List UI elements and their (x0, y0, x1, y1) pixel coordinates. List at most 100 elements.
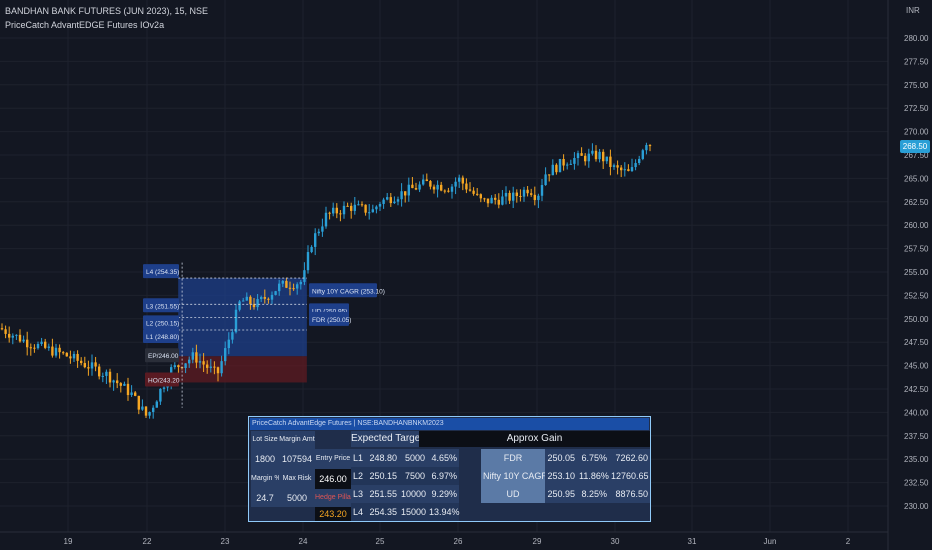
candle-body (404, 191, 407, 196)
target-gain: 10000 (399, 485, 427, 503)
target-price: 254.35 (365, 503, 399, 521)
last-price-tag: 268.50 (900, 140, 930, 153)
candle-body (396, 199, 400, 202)
target-nifty-label: Nifty 10Y CAGR (253.10) (312, 288, 385, 295)
candle-body (569, 163, 572, 165)
candle-body (260, 297, 263, 300)
candle-body (202, 361, 205, 365)
benchmark-pct: 11.86% (577, 467, 609, 485)
price-tick-label: 252.50 (904, 291, 929, 300)
lot-size-label: Lot Size (251, 431, 279, 449)
target-level: L3 (351, 485, 365, 503)
candle-body (364, 204, 367, 213)
benchmark-pct: 6.75% (577, 449, 609, 467)
target-gain: 15000 (399, 503, 427, 521)
candle-body (645, 145, 648, 151)
price-tick-label: 267.50 (904, 151, 929, 160)
candle-body (436, 184, 439, 190)
candle-body (281, 280, 284, 284)
candle-body (342, 205, 346, 215)
benchmark-price: 250.95 (545, 485, 577, 503)
candle-body (94, 362, 97, 367)
candle-body (296, 284, 299, 289)
candle-body (314, 233, 317, 247)
candle-body (26, 339, 29, 348)
candle-body (292, 288, 295, 290)
candle-body (360, 204, 364, 206)
candle-body (119, 383, 122, 386)
candle-body (40, 341, 43, 344)
candle-body (36, 343, 40, 349)
candle-body (105, 371, 108, 376)
benchmark-price: 250.05 (545, 449, 577, 467)
candle-body (18, 334, 22, 342)
max-risk-value: 5000 (279, 489, 315, 507)
candle-body (562, 158, 565, 166)
candle-body (494, 197, 497, 200)
candle-body (227, 339, 230, 349)
price-tick-label: 265.00 (904, 174, 929, 183)
candle-body (616, 165, 619, 168)
panel-title: PriceCatch AdvantEdge Futures | NSE:BAND… (250, 418, 649, 430)
candle-body (303, 270, 306, 282)
price-tick-label: 235.00 (904, 455, 929, 464)
level-l3-label-bg (143, 298, 179, 313)
candle-body (638, 158, 641, 164)
candle-body (270, 294, 274, 300)
candle-body (641, 150, 644, 159)
candle-body (512, 192, 515, 201)
candle-body (198, 361, 202, 363)
candle-body (87, 367, 90, 369)
candle-body (382, 199, 385, 204)
candle-body (152, 407, 155, 413)
target-level: L1 (351, 449, 365, 467)
margin-amt-value: 107594 (279, 449, 315, 469)
candle-body (231, 332, 234, 340)
price-axis[interactable]: 280.00 277.50 275.00 272.50 270.00 267.50 265.… (904, 34, 929, 511)
candle-body (130, 392, 133, 396)
candle-body (220, 361, 223, 374)
candle-body (479, 194, 482, 199)
candle-body (98, 366, 101, 377)
target-fdr-label: FDR (250.05) (312, 317, 351, 324)
candle-body (504, 192, 508, 197)
time-axis[interactable]: 19 22 23 24 25 26 29 30 31 Jun 2 (64, 537, 851, 546)
entry-price-label: EP/246.00 (148, 353, 179, 360)
candle-body (155, 401, 158, 408)
candle-series (0, 142, 652, 419)
benchmark-gain: 7262.60 (609, 449, 650, 467)
candle-body (47, 346, 50, 348)
candle-body (447, 190, 450, 192)
candle-body (274, 291, 277, 295)
candle-body (609, 156, 612, 167)
candle-body (522, 189, 526, 197)
entry-price-label: Entry Price (315, 449, 351, 469)
benchmark-pct: 8.25% (577, 485, 609, 503)
candle-body (558, 158, 562, 173)
candle-body (623, 169, 626, 171)
candle-body (173, 365, 176, 368)
candle-body (112, 380, 115, 383)
target-fdr-label-bg (309, 311, 349, 326)
entry-price-label-bg (145, 348, 179, 363)
candle-body (555, 164, 558, 173)
indicator-title[interactable]: PriceCatch AdvantEDGE Futures IOv2a (5, 20, 165, 30)
candle-body (450, 186, 454, 192)
candle-body (191, 352, 194, 360)
candle-body (443, 190, 446, 192)
candle-body (123, 383, 126, 386)
candle-body (306, 252, 310, 271)
candle-body (598, 151, 601, 160)
candle-body (533, 194, 536, 201)
target-gain: 7500 (399, 467, 427, 485)
lot-size-value: 1800 (251, 449, 279, 469)
target-level: L4 (351, 503, 365, 521)
candle-body (634, 163, 637, 168)
time-tick-label: 22 (143, 537, 152, 546)
level-l4-label-bg (143, 264, 179, 279)
currency-label: INR (906, 6, 920, 15)
time-tick-label: 2 (846, 537, 851, 546)
candle-body (44, 341, 47, 348)
price-tick-label: 262.50 (904, 198, 929, 207)
